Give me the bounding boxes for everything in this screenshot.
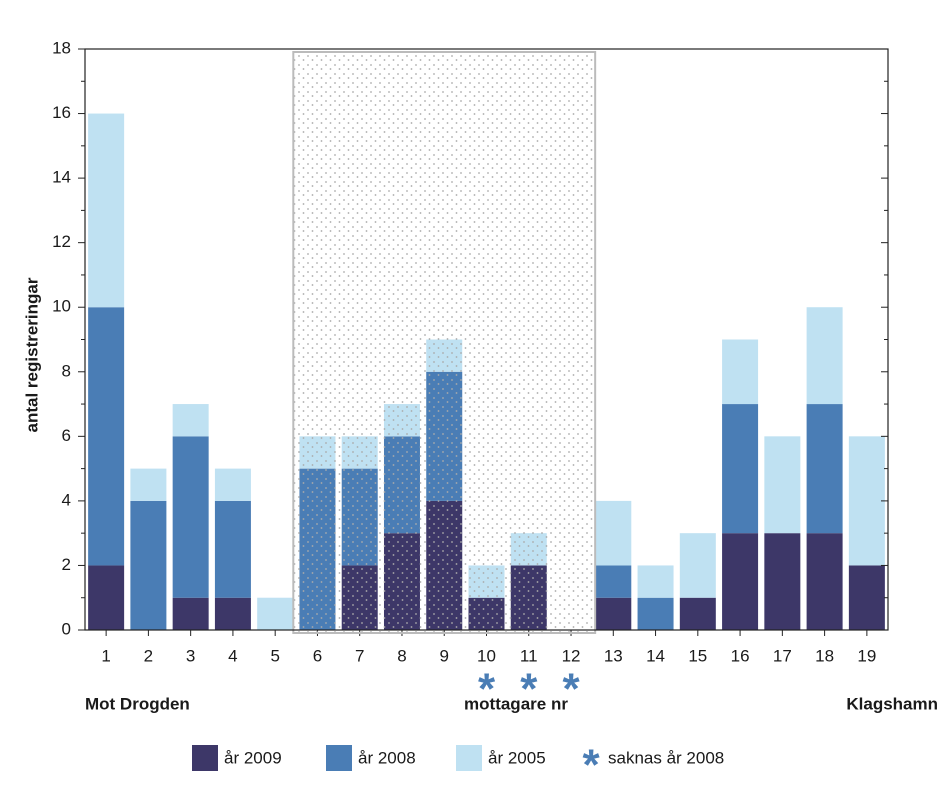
legend-swatch (192, 745, 218, 771)
bar-segment (637, 565, 674, 598)
y-tick-label: 0 (62, 619, 71, 638)
bar-segment (88, 565, 125, 630)
bar-segment (722, 339, 759, 405)
legend-label: år 2009 (224, 748, 282, 767)
bar-segment (806, 533, 843, 630)
bar-segment (88, 307, 125, 566)
bar-segment (214, 597, 251, 630)
x-tick-label: 19 (857, 646, 876, 665)
bar-segment (679, 533, 716, 598)
y-tick-label: 8 (62, 361, 71, 380)
x-tick-label: 17 (773, 646, 792, 665)
x-tick-label: 13 (604, 646, 623, 665)
bar-segment (764, 533, 801, 630)
legend-label: år 2008 (358, 748, 416, 767)
y-axis-label: antal registreringar (22, 277, 41, 432)
bar-segment (172, 597, 209, 630)
y-tick-label: 4 (62, 490, 71, 509)
x-tick-label: 15 (688, 646, 707, 665)
x-tick-label: 16 (731, 646, 750, 665)
x-tick-label: 3 (186, 646, 195, 665)
bar-segment (172, 404, 209, 437)
bar-segment (130, 468, 167, 501)
missing-marker: * (520, 665, 538, 714)
bar-segment (848, 565, 885, 630)
legend-swatch (326, 745, 352, 771)
annotation: Mot Drogden (85, 694, 190, 713)
x-tick-label: 5 (270, 646, 279, 665)
bar-segment (722, 533, 759, 630)
bar-segment (806, 404, 843, 534)
bar-segment (806, 307, 843, 405)
legend-symbol: * (582, 741, 600, 790)
legend-label: år 2005 (488, 748, 546, 767)
missing-marker: * (478, 665, 496, 714)
x-tick-label: 6 (313, 646, 322, 665)
bar-segment (722, 404, 759, 534)
x-tick-label: 9 (440, 646, 449, 665)
y-tick-label: 14 (52, 168, 71, 187)
legend-label: saknas år 2008 (608, 748, 724, 767)
bar-segment (848, 436, 885, 566)
x-tick-label: 4 (228, 646, 237, 665)
y-tick-label: 6 (62, 426, 71, 445)
y-tick-label: 10 (52, 297, 71, 316)
x-tick-label: 14 (646, 646, 665, 665)
x-tick-label: 18 (815, 646, 834, 665)
bar-segment (257, 597, 294, 630)
bar-segment (637, 597, 674, 630)
annotation: Klagshamn (846, 694, 938, 713)
bar-segment (172, 436, 209, 598)
bar-segment (88, 113, 125, 308)
bar-segment (595, 597, 632, 630)
bar-segment (679, 597, 716, 630)
bar-segment (595, 565, 632, 598)
y-tick-label: 16 (52, 103, 71, 122)
x-tick-label: 10 (477, 646, 496, 665)
y-tick-label: 12 (52, 232, 71, 251)
bar-segment (130, 500, 167, 630)
annotation: mottagare nr (464, 694, 568, 713)
y-tick-label: 18 (52, 38, 71, 57)
bar-segment (764, 436, 801, 534)
missing-marker: * (562, 665, 580, 714)
bar-segment (214, 500, 251, 598)
legend-swatch (456, 745, 482, 771)
highlight-region (292, 51, 597, 634)
x-tick-label: 11 (520, 646, 538, 665)
bar-segment (595, 500, 632, 566)
x-tick-label: 1 (101, 646, 110, 665)
x-tick-label: 2 (144, 646, 153, 665)
x-tick-label: 8 (397, 646, 406, 665)
x-tick-label: 12 (562, 646, 581, 665)
bar-segment (214, 468, 251, 501)
y-tick-label: 2 (62, 555, 71, 574)
x-tick-label: 7 (355, 646, 364, 665)
